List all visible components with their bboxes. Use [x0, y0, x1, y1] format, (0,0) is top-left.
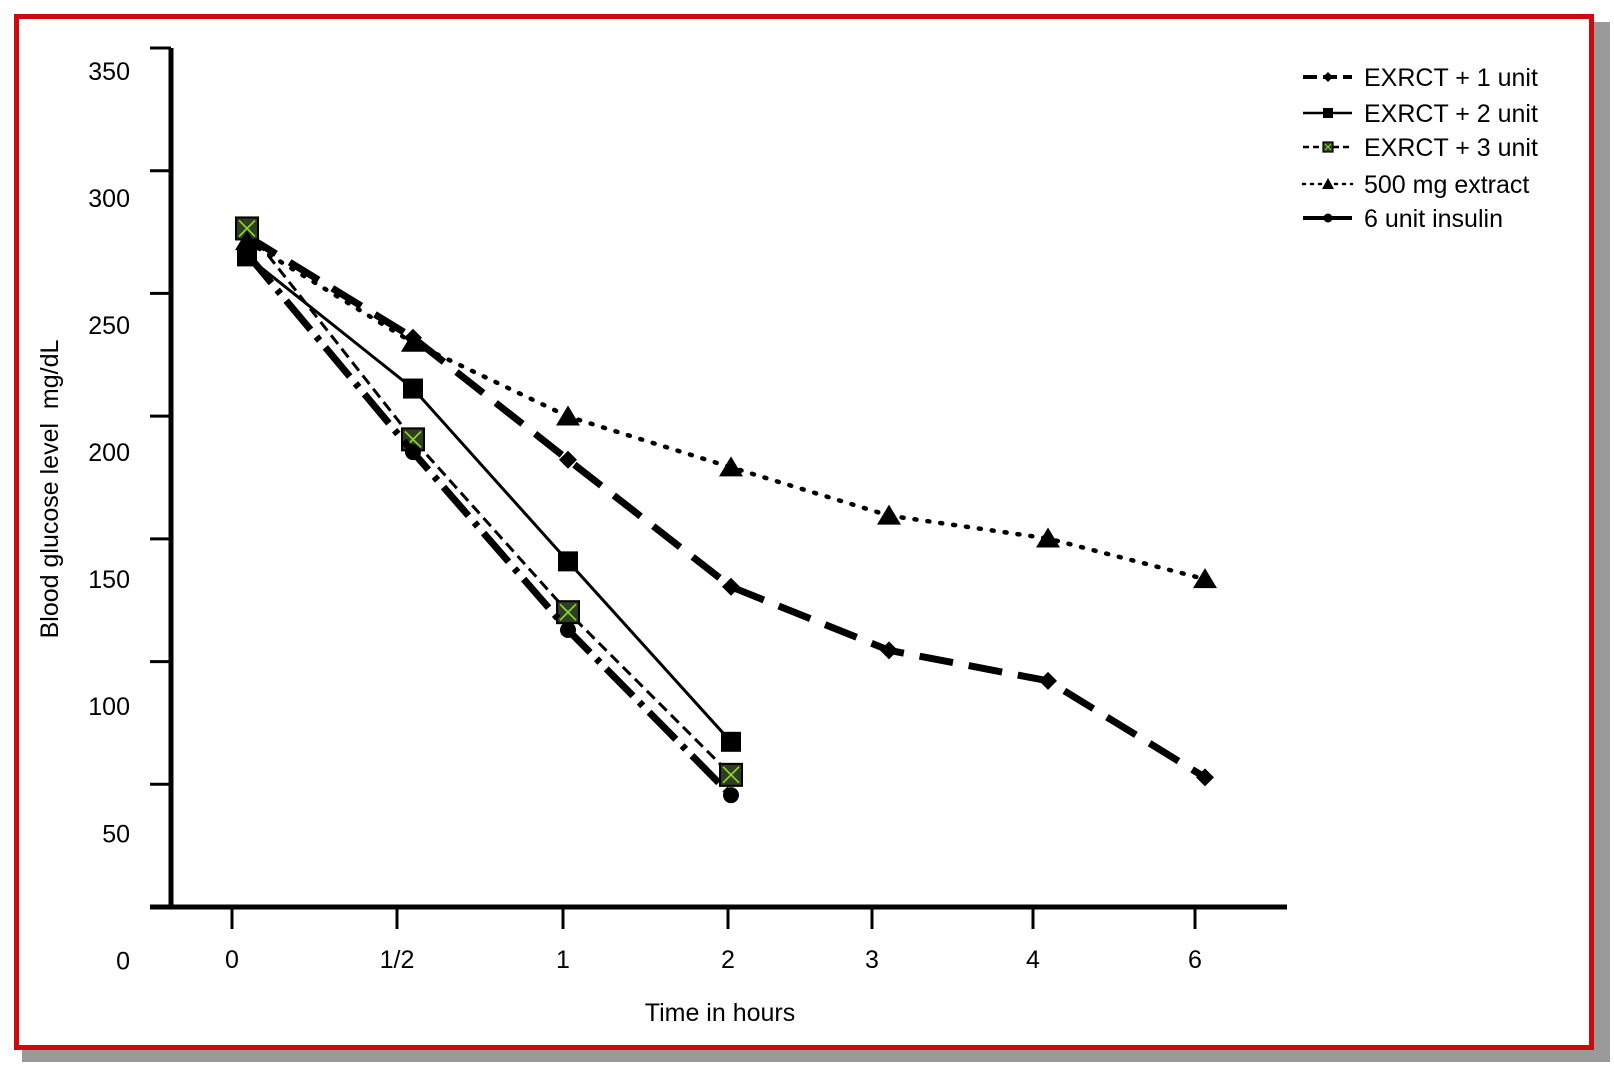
data-point — [558, 551, 578, 572]
series-layer — [235, 216, 1217, 804]
data-point — [1036, 527, 1060, 548]
y-tick-label: 150 — [88, 566, 130, 594]
series-line — [245, 233, 1207, 781]
legend-label: EXRCT + 1 unit — [1364, 64, 1538, 92]
series-exrct-3-unit — [235, 216, 743, 787]
x-tick-label: 1/2 — [380, 946, 415, 974]
series-6-unit-insulin — [239, 245, 739, 804]
x-tick-label: 4 — [1026, 946, 1040, 974]
series-exrct-1-unit — [238, 227, 1214, 787]
legend-label: EXRCT + 3 unit — [1364, 134, 1538, 162]
legend-swatch-marker — [1322, 178, 1334, 189]
series-line — [245, 227, 733, 776]
legend-item: EXRCT + 2 unit — [1303, 100, 1538, 128]
data-point — [1039, 671, 1057, 690]
data-point — [719, 762, 743, 787]
series-line — [246, 255, 733, 743]
data-point — [403, 378, 423, 399]
series-500-mg-extract — [235, 230, 1217, 589]
series-line — [244, 251, 734, 798]
x-axis-title: Time in hours — [645, 999, 796, 1027]
x-tick-label: 6 — [1188, 946, 1202, 974]
data-point — [719, 456, 743, 477]
data-point — [723, 787, 739, 804]
data-point — [560, 621, 576, 638]
x-axis-ticks: 0 1/2 1 2 3 4 6 — [225, 907, 1202, 974]
y-tick-label: 50 — [102, 820, 130, 848]
legend-label: 500 mg extract — [1364, 171, 1529, 199]
axes: 0 50 100 150 200 250 300 350 0 1/2 1 2 3 4 6 — [88, 46, 1287, 975]
y-tick-label: 200 — [88, 439, 130, 467]
y-tick-label: 250 — [88, 312, 130, 340]
legend-item: 6 unit insulin — [1303, 205, 1503, 233]
x-tick-label: 0 — [225, 946, 239, 974]
x-tick-label: 1 — [556, 946, 570, 974]
legend-label: EXRCT + 2 unit — [1364, 100, 1538, 128]
legend-swatch-marker — [1323, 213, 1333, 223]
y-axis-title: Blood glucose level mg/dL — [36, 340, 64, 639]
data-point — [877, 504, 901, 525]
series-exrct-2-unit — [237, 246, 741, 752]
legend-item: 500 mg extract — [1301, 171, 1529, 199]
y-axis-ticks: 0 50 100 150 200 250 300 350 — [88, 46, 171, 975]
legend-item: EXRCT + 3 unit — [1303, 134, 1538, 162]
y-tick-label: 300 — [88, 185, 130, 213]
legend-item: EXRCT + 1 unit — [1303, 64, 1538, 92]
legend-swatch-marker — [1323, 108, 1333, 118]
data-point — [239, 245, 255, 262]
legend-label: 6 unit insulin — [1364, 205, 1503, 233]
data-point — [721, 731, 741, 752]
legend-swatch-marker — [1323, 72, 1333, 82]
legend-swatch-marker — [1322, 141, 1334, 153]
data-point — [405, 444, 421, 461]
y-tick-label: 100 — [88, 693, 130, 721]
legend: EXRCT + 1 unit EXRCT + 2 unit EXRCT + 3 un… — [1301, 64, 1538, 233]
data-point — [556, 600, 580, 625]
x-tick-label: 2 — [721, 946, 735, 974]
x-tick-label: 3 — [865, 946, 879, 974]
y-tick-label: 350 — [88, 58, 130, 86]
data-point — [556, 405, 580, 426]
y-tick-label: 0 — [116, 947, 130, 975]
